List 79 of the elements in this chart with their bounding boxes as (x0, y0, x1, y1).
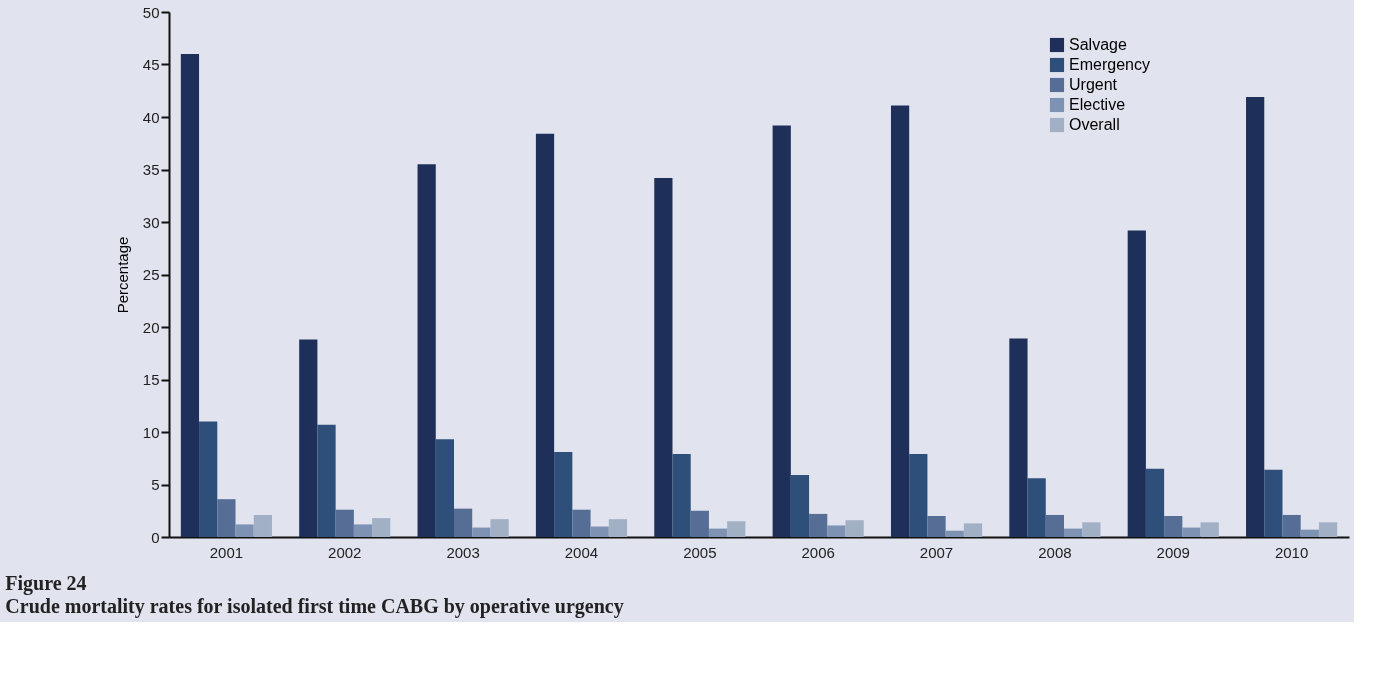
x-tick-label: 2006 (801, 543, 835, 561)
bar (1264, 469, 1283, 537)
bar (417, 164, 436, 537)
bar (299, 339, 318, 537)
x-tick-label: 2002 (328, 543, 362, 561)
bar (927, 516, 946, 537)
bar (1282, 514, 1301, 537)
legend-label: Urgent (1069, 76, 1118, 93)
bar (253, 514, 272, 537)
bar (1200, 522, 1219, 537)
y-tick-label: 35 (142, 161, 160, 178)
legend-label: Overall (1069, 116, 1120, 133)
bar (1300, 529, 1319, 537)
bar (1164, 516, 1183, 537)
bar (654, 177, 673, 537)
bar (1009, 338, 1028, 537)
y-tick-label: 45 (142, 56, 160, 73)
bar (317, 424, 336, 537)
y-axis-title: Percentage (113, 236, 131, 314)
y-tick-label: 40 (142, 108, 160, 126)
bar (180, 54, 200, 537)
y-tick-label: 50 (142, 3, 160, 21)
bar (572, 509, 591, 537)
bar (1027, 478, 1046, 537)
bar (1145, 468, 1165, 537)
text: Crude mortality rates for isolated first time CABG by operative urgency (5, 595, 624, 618)
bar (772, 125, 791, 537)
y-tick-label: 20 (142, 318, 160, 336)
bar (1182, 527, 1201, 537)
y-tick-label: 30 (142, 213, 160, 231)
bar (1246, 97, 1265, 537)
y-tick-label: 10 (142, 423, 160, 441)
bar (890, 105, 910, 537)
x-tick-label: 2003 (446, 543, 480, 561)
bar (590, 526, 609, 537)
x-tick-label: 2008 (1038, 543, 1072, 561)
bar (845, 520, 864, 537)
bar (1318, 522, 1338, 537)
bar (672, 454, 691, 537)
bar (945, 530, 964, 537)
bar (1082, 522, 1101, 537)
bar (217, 499, 236, 537)
y-tick-label: 5 (151, 476, 160, 493)
bar (963, 523, 983, 537)
bar (827, 525, 846, 537)
legend-label: Salvage (1069, 36, 1127, 53)
bar (708, 528, 728, 537)
bar (235, 524, 254, 537)
x-tick-label: 2009 (1156, 543, 1190, 561)
bar (1064, 528, 1083, 537)
bar (454, 508, 473, 537)
legend-label: Elective (1069, 96, 1126, 113)
x-tick-label: 2005 (683, 543, 717, 561)
bar (372, 518, 391, 537)
bar (554, 451, 573, 537)
legend-label: Emergency (1069, 56, 1150, 73)
bar (608, 519, 628, 537)
y-tick-label: 15 (142, 371, 160, 388)
x-tick-label: 2007 (919, 543, 954, 561)
text: Figure 24 (5, 572, 87, 595)
x-tick-label: 2010 (1274, 543, 1309, 561)
bar (435, 439, 454, 537)
bar (790, 475, 810, 537)
bar (909, 454, 928, 537)
bar (353, 524, 373, 537)
bar (809, 513, 828, 537)
y-tick-label: 0 (151, 528, 160, 546)
bar (1045, 514, 1064, 537)
bar (535, 133, 555, 537)
bar (1127, 230, 1146, 537)
bar (690, 510, 709, 537)
bar (199, 421, 218, 537)
bar (335, 509, 354, 537)
bar (490, 519, 509, 537)
bar (472, 527, 491, 537)
x-tick-label: 2001 (209, 543, 244, 561)
x-tick-label: 2004 (564, 543, 599, 561)
bar (727, 521, 746, 537)
y-tick-label: 25 (142, 266, 160, 283)
